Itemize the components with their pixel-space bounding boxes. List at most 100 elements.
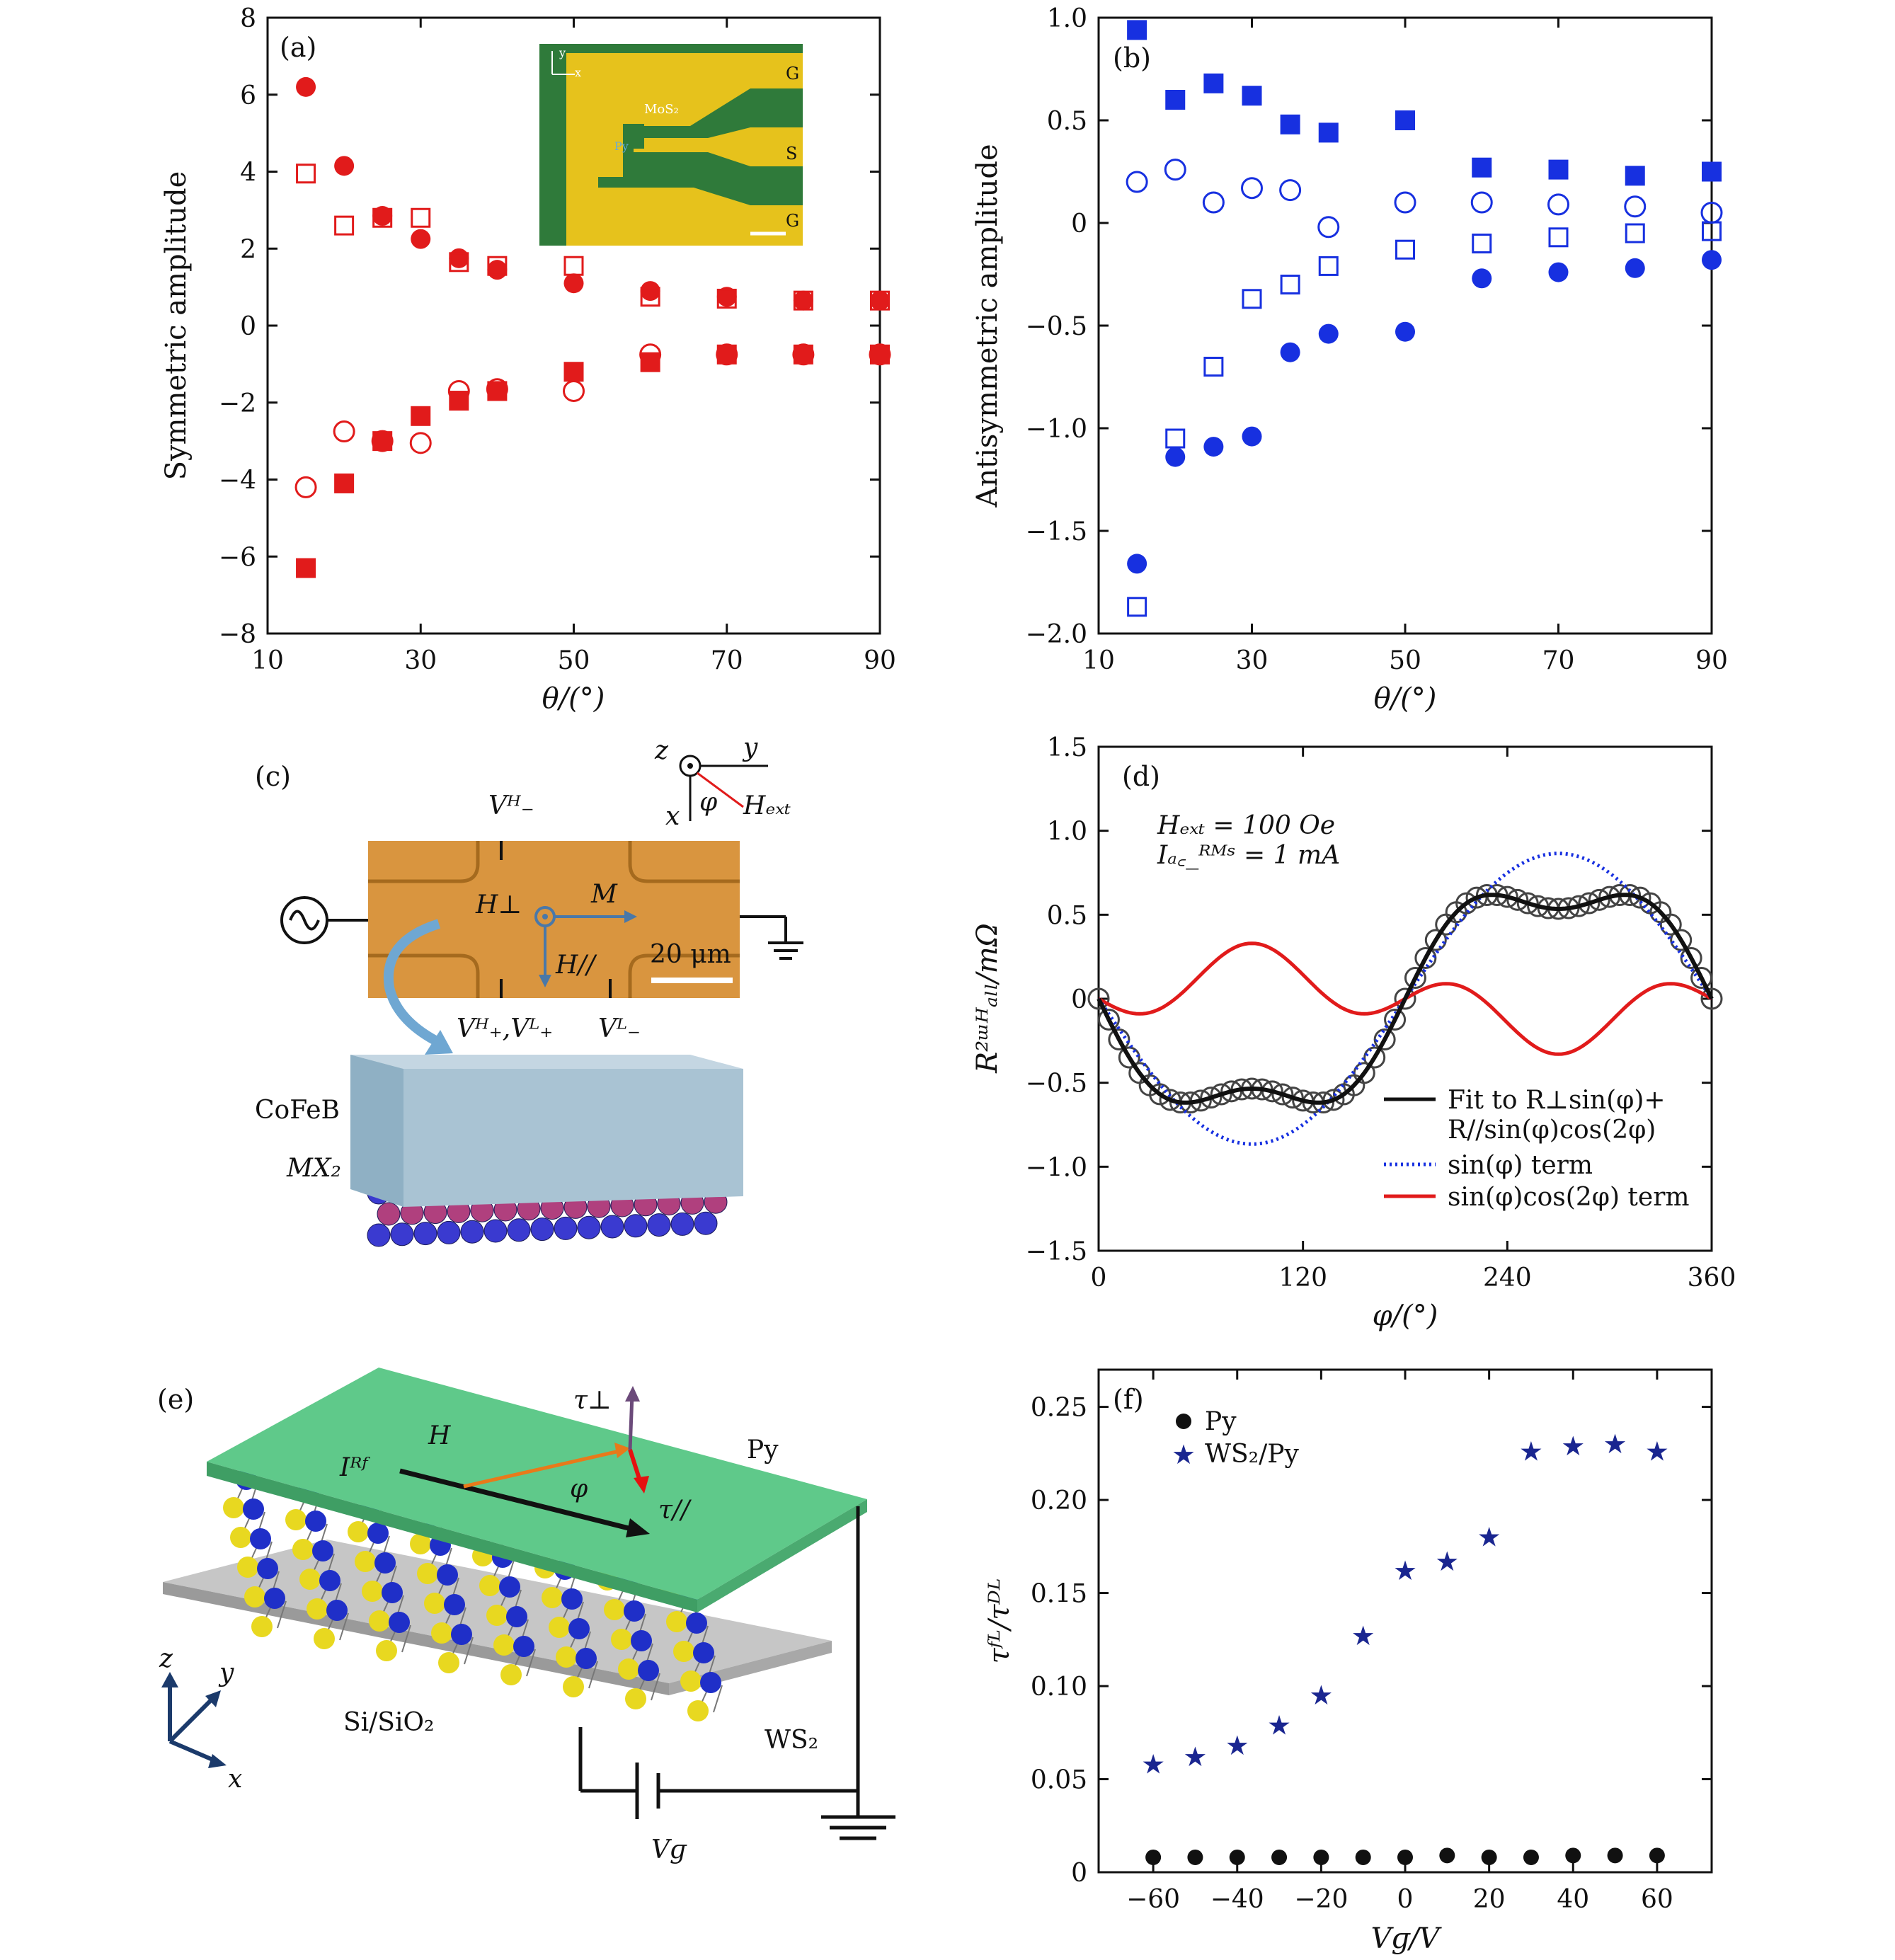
c-block-top	[350, 1055, 743, 1069]
e-s-atom-3-3	[431, 1622, 452, 1644]
c-block-front	[350, 1055, 403, 1207]
legend-py-label: Py	[1205, 1407, 1237, 1436]
e-bond2-4-2	[401, 1624, 411, 1653]
inset-label-s: S	[786, 144, 797, 164]
c-hpar-arrowhead	[539, 975, 551, 987]
e-tau-perp-arrow	[628, 1394, 634, 1450]
a-point-s1-1	[334, 215, 355, 236]
e-substrate-front	[163, 1582, 669, 1695]
e-s-atom-4-6	[625, 1688, 646, 1709]
d-data-point-28	[1373, 1028, 1396, 1051]
c-ac-wave	[289, 910, 320, 931]
f-point-s0-2	[1229, 1849, 1245, 1865]
a-point-s3-3	[411, 406, 431, 426]
panel-a-inset: G S G MoS₂ Py y x	[539, 44, 803, 246]
e-s-atom-4-7	[687, 1700, 709, 1721]
c-h-par: H//	[555, 951, 598, 980]
e-h: H	[428, 1421, 451, 1450]
b-point-s1-8	[1547, 193, 1569, 216]
b-point-s1-1	[1164, 159, 1186, 181]
a-point-s0-5	[487, 260, 508, 280]
c-atom-r0-10	[600, 1215, 624, 1239]
e-w-atom-2-3	[437, 1564, 458, 1586]
a-point-s0-0	[296, 76, 316, 97]
d-data-point-32	[1414, 946, 1437, 969]
legend-fit-label-2: R//sin(φ)cos(2φ)	[1448, 1116, 1656, 1145]
a-ytick-label-8: 8	[240, 4, 256, 33]
a-point-s3-2	[372, 431, 393, 452]
e-axis-z-head	[161, 1672, 178, 1687]
a-xtick-label-2: 50	[558, 646, 590, 675]
d-data-point-11	[1200, 1087, 1223, 1109]
inset-metal-top	[566, 53, 803, 177]
e-s-atom-1-1	[292, 1539, 314, 1560]
b-point-s3-3	[1242, 426, 1262, 447]
f-point-s0-7	[1439, 1847, 1455, 1864]
e-s-atom-3-7	[680, 1670, 702, 1692]
e-ws2: WS₂	[765, 1726, 818, 1755]
c-atom-r0-12	[647, 1213, 671, 1237]
e-w-atom-2-5	[561, 1588, 583, 1610]
b-point-s1-7	[1470, 191, 1493, 214]
d-data-point-48	[1578, 892, 1601, 915]
b-point-s0-3	[1242, 86, 1262, 106]
f-ytick-label-1: 0.05	[1031, 1766, 1087, 1795]
f-point-s0-1	[1187, 1849, 1203, 1865]
b-point-s3-6	[1395, 321, 1415, 342]
c-chip-contact-bl	[368, 953, 480, 998]
inset-label-mos2: MoS₂	[644, 102, 679, 117]
panel-d-ticks: 0 120 240 360 −1.5 −1.0 −0.5 0 0.5 1.0 1.5	[1026, 733, 1736, 1293]
b-point-s3-10	[1702, 250, 1722, 270]
e-s-atom-3-1	[307, 1598, 328, 1620]
e-bond2-4-4	[526, 1649, 536, 1677]
legend-sincos-label: sin(φ)cos(2φ) term	[1448, 1183, 1690, 1212]
c-atom-r0-4	[460, 1220, 484, 1244]
e-vg: Vɡ	[651, 1835, 687, 1864]
f-ytick-label-2: 0.10	[1031, 1673, 1087, 1702]
e-py-front	[207, 1462, 697, 1612]
f-xtick-label-1: −40	[1210, 1885, 1264, 1914]
d-data-point-33	[1424, 929, 1447, 951]
a-point-s3-7	[640, 352, 660, 372]
e-s-atom-0-1	[285, 1509, 307, 1530]
e-s-atom-1-2	[355, 1551, 376, 1572]
a-point-s1-0	[296, 164, 316, 184]
b-point-s2-5	[1318, 256, 1339, 276]
e-w-atom-2-6	[624, 1600, 645, 1622]
d-data-point-23	[1322, 1089, 1345, 1111]
e-s-atom-0-2	[348, 1521, 369, 1542]
e-s-atom-2-7	[673, 1641, 694, 1662]
a-point-s2-1	[333, 420, 355, 443]
e-s-atom-3-4	[493, 1634, 515, 1656]
c-hext-arrow	[697, 772, 744, 808]
f-ytick-label-5: 0.25	[1031, 1394, 1087, 1423]
d-data-point-56	[1659, 913, 1682, 936]
e-w-atom-4-1	[326, 1600, 348, 1621]
b-point-s2-3	[1242, 289, 1262, 309]
c-hext: Hₑₓₜ	[743, 791, 791, 820]
inset-gap	[623, 124, 644, 149]
b-point-s3-1	[1165, 447, 1186, 467]
d-data-point-27	[1363, 1046, 1386, 1069]
b-point-s0-0	[1127, 20, 1147, 40]
e-s-atom-1-7	[666, 1611, 687, 1632]
c-atom-r0-6	[507, 1218, 531, 1242]
b-point-s3-8	[1548, 262, 1569, 282]
f-point-s1-3: ★	[1267, 1709, 1291, 1741]
d-data-point-3	[1118, 1046, 1140, 1069]
b-point-s1-2	[1202, 191, 1225, 214]
d-ytick-label-5: 1.0	[1047, 818, 1087, 847]
b-point-s3-9	[1625, 258, 1645, 278]
panel-c-label: (c)	[255, 761, 291, 792]
panel-b-marks	[1126, 20, 1723, 617]
d-data-point-19	[1281, 1087, 1304, 1109]
f-point-s1-2: ★	[1225, 1730, 1249, 1761]
d-ytick-label-3: 0	[1071, 985, 1087, 1014]
e-irf-arrow	[399, 1468, 638, 1533]
b-point-s1-6	[1394, 191, 1416, 214]
a-point-s0-10	[870, 290, 890, 311]
e-tau-perp: τ⊥	[573, 1386, 612, 1415]
e-axis-x-line	[168, 1739, 217, 1763]
legend-ws2py-label: WS₂/Py	[1205, 1440, 1299, 1469]
